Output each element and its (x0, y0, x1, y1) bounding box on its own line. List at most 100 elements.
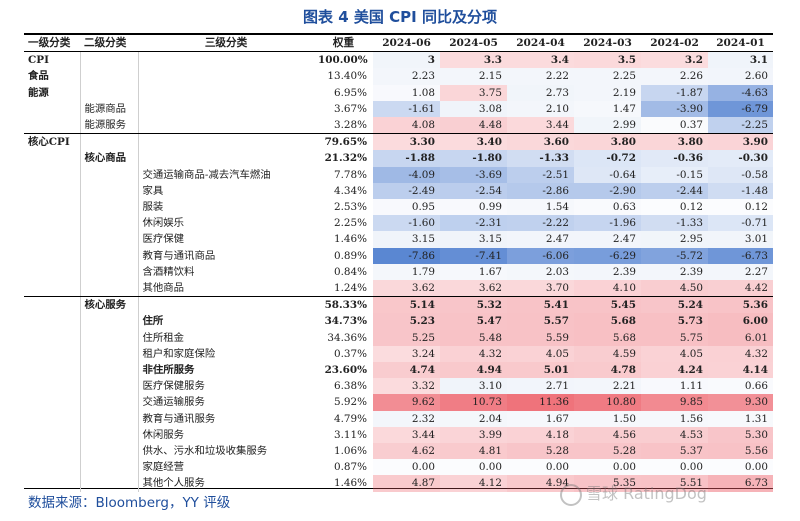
value-cell: 3.99 (440, 426, 507, 444)
level2-cell (80, 329, 139, 346)
value-cell: 1.67 (440, 263, 507, 281)
level3-cell: 服装 (142, 201, 164, 214)
value-cell: 2.15 (440, 68, 507, 85)
value-cell: 4.12 (440, 475, 507, 492)
value-cell: 0.00 (708, 459, 773, 476)
table-row: 能源 6.95% 1.08 3.75 2.73 2.19 -1.87 -4.63 (24, 84, 773, 101)
level3-cell: 住所租金 (142, 331, 185, 344)
value-cell: -0.30 (708, 150, 773, 167)
header-month: 2024-06 (373, 35, 440, 53)
level2-cell (80, 280, 139, 298)
level3-cell (138, 101, 314, 117)
value-cell: 2.32 (373, 410, 440, 427)
weight-cell: 34.73% (324, 315, 367, 328)
table-row: 非住所服务 23.60% 4.74 4.94 5.01 4.78 4.24 4.14 (24, 362, 773, 379)
value-cell: 9.30 (708, 394, 773, 411)
weight-cell: 1.46% (333, 233, 367, 246)
value-cell: 5.56 (708, 443, 773, 460)
level1-cell (24, 215, 81, 232)
value-cell: 5.37 (641, 443, 708, 460)
value-cell: 2.39 (641, 263, 708, 281)
cpi-table: 一级分类 二级分类 三级分类 权重 2024-06 2024-05 2024-0… (24, 35, 773, 492)
snowball-logo-icon (560, 483, 582, 506)
level1-cell (24, 362, 81, 379)
value-cell: -1.48 (708, 182, 773, 200)
value-cell: 3.08 (440, 100, 507, 118)
value-cell: 3.30 (373, 133, 440, 151)
watermark-text: 雪球 RatingDog (586, 484, 707, 503)
level3-cell: 含酒精饮料 (142, 265, 195, 278)
table-row: 教育与通讯商品 0.89% -7.86 -7.41 -6.06 -6.29 -5.72 -6.… (24, 247, 773, 264)
value-cell: 0.12 (708, 199, 773, 216)
value-cell: 0.00 (574, 459, 641, 476)
value-cell: 4.48 (440, 117, 507, 135)
value-cell: -2.86 (507, 182, 574, 200)
value-cell: 6.73 (708, 475, 773, 492)
value-cell: 5.57 (507, 313, 574, 330)
table-row: CPI 100.00% 3 3.3 3.4 3.5 3.2 3.1 (24, 51, 773, 69)
value-cell: 3.75 (440, 84, 507, 101)
level1-cell (24, 394, 81, 411)
level3-cell: 教育与通讯服务 (142, 412, 216, 425)
value-cell: 3.1 (708, 51, 773, 69)
level1-cell: 能源 (24, 84, 81, 101)
level1-cell (24, 313, 81, 330)
value-cell: 4.32 (708, 345, 773, 363)
table-row: 住所 34.73% 5.23 5.47 5.57 5.68 5.73 6.00 (24, 313, 773, 330)
weight-cell: 58.33% (324, 299, 367, 312)
value-cell: 2.04 (440, 410, 507, 427)
level1-cell (24, 475, 81, 492)
value-cell: 4.05 (641, 345, 708, 363)
value-cell: 5.48 (440, 329, 507, 346)
level3-cell: 非住所服务 (142, 364, 195, 377)
value-cell: 3.90 (708, 133, 773, 151)
value-cell: 4.81 (440, 443, 507, 460)
level1-cell (24, 426, 81, 444)
value-cell: 1.67 (507, 410, 574, 427)
value-cell: -0.71 (708, 215, 773, 232)
level3-cell (138, 297, 314, 314)
value-cell: 1.50 (574, 410, 641, 427)
value-cell: 5.01 (507, 362, 574, 379)
value-cell: 5.35 (574, 475, 641, 492)
value-cell: 5.23 (373, 313, 440, 330)
value-cell: 0.66 (708, 378, 773, 395)
level3-cell: 休闲服务 (142, 428, 185, 441)
value-cell: -1.33 (507, 150, 574, 167)
value-cell: 1.56 (641, 410, 708, 427)
weight-cell: 13.40% (327, 70, 367, 83)
level2-cell (80, 215, 139, 232)
value-cell: 3.24 (373, 345, 440, 363)
table-row: 核心CPI 79.65% 3.30 3.40 3.60 3.80 3.80 3.90 (24, 133, 773, 151)
level3-cell (138, 52, 314, 69)
level2-cell (80, 475, 139, 492)
value-cell: -6.73 (708, 247, 773, 264)
value-cell: 2.26 (641, 68, 708, 85)
level3-cell: 租户和家庭保险 (142, 347, 216, 360)
table-row: 能源服务 3.28% 4.08 4.48 3.44 2.99 0.37 -2.25 (24, 117, 773, 135)
level2-cell: 核心服务 (80, 296, 139, 314)
value-cell: 3.01 (708, 231, 773, 248)
header-row: 一级分类 二级分类 三级分类 权重 2024-06 2024-05 2024-0… (24, 35, 773, 53)
header-month: 2024-04 (507, 35, 574, 53)
value-cell: 1.08 (373, 84, 440, 101)
value-cell: -0.58 (708, 166, 773, 183)
weight-cell: 1.24% (314, 280, 373, 298)
level2-cell (80, 378, 139, 395)
value-cell: 5.47 (440, 313, 507, 330)
weight-cell: 0.87% (333, 461, 367, 474)
level1-cell (24, 459, 81, 476)
value-cell: 4.24 (641, 362, 708, 379)
value-cell: 1.47 (574, 100, 641, 118)
level1-cell (24, 199, 81, 216)
level2-cell (80, 345, 139, 363)
value-cell: -2.51 (507, 166, 574, 183)
value-cell: 9.62 (373, 394, 440, 411)
value-cell: 5.41 (507, 296, 574, 314)
value-cell: 5.28 (507, 443, 574, 460)
table-row: 其他个人服务 1.46% 4.87 4.12 4.94 5.35 5.51 6.73 (24, 475, 773, 492)
value-cell: 3 (373, 51, 440, 69)
value-cell: 4.62 (373, 443, 440, 460)
table-row: 休闲娱乐 2.25% -1.60 -2.31 -2.22 -1.96 -1.33 -0.71 (24, 215, 773, 232)
value-cell: -1.61 (373, 100, 440, 118)
